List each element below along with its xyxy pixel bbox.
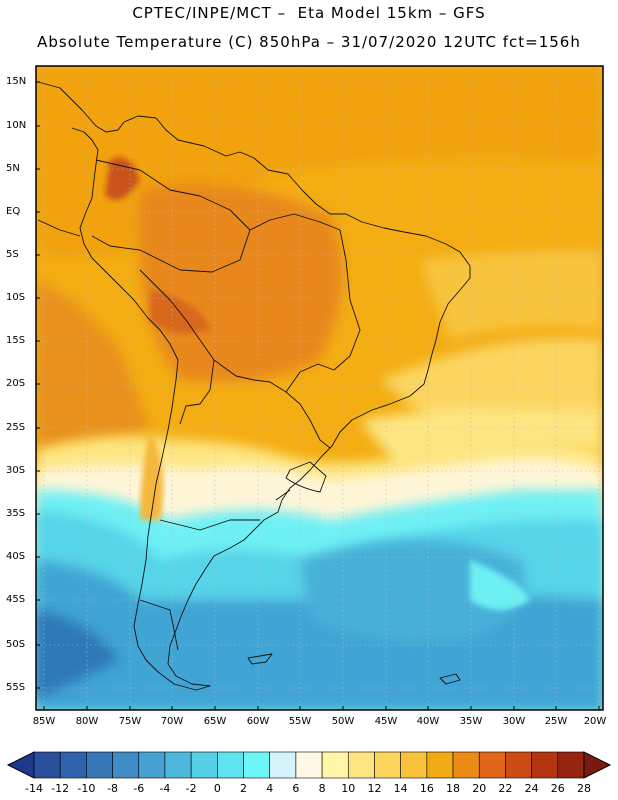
colorbar-low-arrow bbox=[6, 751, 35, 779]
colorbar-swatch bbox=[557, 751, 585, 779]
lon-label: 20W bbox=[583, 716, 607, 727]
lon-label: 40W bbox=[416, 716, 440, 727]
axis-ticks bbox=[36, 81, 600, 710]
colorbar-label: 10 bbox=[341, 782, 356, 795]
lon-label: 80W bbox=[75, 716, 99, 727]
lon-label: 45W bbox=[374, 716, 398, 727]
colorbar-swatch bbox=[478, 751, 506, 779]
colorbar-swatch bbox=[217, 751, 244, 779]
colorbar-swatch bbox=[374, 751, 401, 779]
colorbar-swatch bbox=[400, 751, 428, 779]
title-line-2: Absolute Temperature (C) 850hPa – 31/07/… bbox=[37, 33, 581, 51]
colorbar-label: 8 bbox=[318, 782, 326, 795]
temperature-field bbox=[36, 66, 603, 710]
colorbar-swatch bbox=[112, 751, 140, 779]
lon-label: 85W bbox=[32, 716, 56, 727]
lat-label: 55S bbox=[6, 682, 26, 693]
lat-label: 50S bbox=[6, 639, 26, 650]
lat-label: 30S bbox=[6, 465, 26, 476]
lat-label: 10N bbox=[6, 120, 27, 131]
lon-label: 30W bbox=[502, 716, 526, 727]
lon-label: 75W bbox=[118, 716, 142, 727]
colorbar-swatch bbox=[321, 751, 349, 779]
colorbar-label: -8 bbox=[107, 782, 119, 795]
colorbar-label: 4 bbox=[266, 782, 274, 795]
colorbar-swatch bbox=[243, 751, 271, 779]
lat-label: 35S bbox=[6, 508, 26, 519]
colorbar-swatch bbox=[347, 751, 375, 779]
colorbar-label: 2 bbox=[240, 782, 248, 795]
colorbar-swatch bbox=[269, 751, 297, 779]
colorbar-label: -10 bbox=[77, 782, 96, 795]
colorbar-label: 20 bbox=[472, 782, 487, 795]
coastlines-borders bbox=[37, 81, 471, 691]
colorbar-label: -6 bbox=[133, 782, 145, 795]
colorbar-label: 0 bbox=[213, 782, 221, 795]
lat-label: 5S bbox=[6, 249, 19, 260]
colorbar-swatch bbox=[190, 751, 218, 779]
colorbar-swatch bbox=[33, 751, 61, 779]
lat-label: 20S bbox=[6, 378, 26, 389]
lon-label: 60W bbox=[246, 716, 270, 727]
colorbar-label: 24 bbox=[524, 782, 539, 795]
colorbar-label: -4 bbox=[159, 782, 171, 795]
lat-label: 15S bbox=[6, 335, 26, 346]
lon-label: 55W bbox=[288, 716, 312, 727]
graticule bbox=[36, 66, 603, 710]
lat-label: EQ bbox=[6, 206, 21, 217]
colorbar-swatch bbox=[531, 751, 559, 779]
lat-label: 45S bbox=[6, 594, 26, 605]
colorbar-swatch bbox=[452, 751, 480, 779]
colorbar-label: 28 bbox=[577, 782, 591, 795]
colorbar-label: -12 bbox=[51, 782, 70, 795]
colorbar-label: -2 bbox=[185, 782, 197, 795]
map-frame bbox=[35, 65, 604, 711]
colorbar-swatch bbox=[164, 751, 192, 779]
colorbar-high-arrow bbox=[583, 751, 612, 779]
lat-label: 15N bbox=[6, 76, 27, 87]
colorbar-swatch bbox=[426, 751, 454, 779]
colorbar-label: 26 bbox=[550, 782, 565, 795]
lat-label: 10S bbox=[6, 292, 26, 303]
colorbar-label: 14 bbox=[393, 782, 408, 795]
lat-label: 40S bbox=[6, 551, 26, 562]
lat-label: 25S bbox=[6, 422, 26, 433]
colorbar-swatch bbox=[59, 751, 87, 779]
colorbar-label: 12 bbox=[367, 782, 382, 795]
colorbar-swatch bbox=[138, 751, 166, 779]
colorbar-label: -14 bbox=[25, 782, 43, 795]
colorbar-label: 18 bbox=[446, 782, 461, 795]
colorbar-swatch bbox=[295, 751, 323, 779]
lon-label: 50W bbox=[331, 716, 355, 727]
title-line-1: CPTEC/INPE/MCT – Eta Model 15km – GFS bbox=[132, 4, 486, 22]
lon-label: 25W bbox=[544, 716, 568, 727]
lat-label: 5N bbox=[6, 163, 20, 174]
colorbar-swatch bbox=[86, 751, 113, 779]
lon-label: 70W bbox=[160, 716, 184, 727]
colorbar-label: 16 bbox=[419, 782, 434, 795]
colorbar-label: 22 bbox=[498, 782, 513, 795]
lon-label: 65W bbox=[203, 716, 227, 727]
colorbar bbox=[6, 751, 612, 779]
lon-label: 35W bbox=[459, 716, 483, 727]
colorbar-swatch bbox=[505, 751, 532, 779]
colorbar-label: 6 bbox=[292, 782, 300, 795]
